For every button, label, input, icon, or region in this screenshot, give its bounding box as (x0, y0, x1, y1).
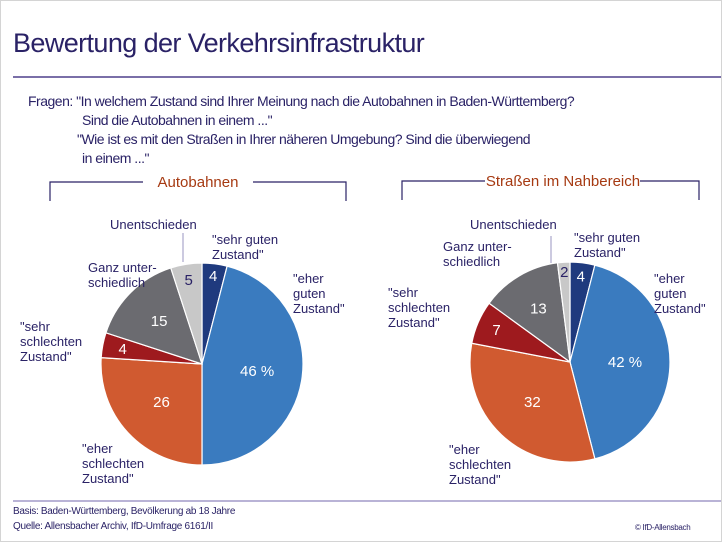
question-line-3: "Wie ist es mit den Straßen in Ihrer näh… (77, 131, 531, 147)
footer-basis: Basis: Baden-Württemberg, Bevölkerung ab… (13, 506, 236, 517)
pie-slice-eher-schlecht (469, 342, 596, 463)
footer-divider (13, 500, 721, 502)
footer-source: Quelle: Allensbacher Archiv, IfD-Umfrage… (13, 521, 213, 532)
pie-slice-unentschieden (170, 262, 203, 365)
data-label: 15 (151, 313, 168, 330)
category-label-ganz-unterschiedlich: Ganz unter- (88, 260, 157, 275)
category-label-sehr-schlecht: Zustand" (20, 349, 72, 364)
chart-title: Bewertung der Verkehrsinfrastruktur (13, 28, 425, 58)
data-label: 26 (153, 394, 170, 411)
category-label-eher-gut: guten (654, 286, 687, 301)
category-label-eher-gut: "eher (293, 271, 324, 286)
data-label: 42 % (608, 354, 642, 371)
category-label-eher-gut: guten (293, 286, 326, 301)
category-label-eher-schlecht: Zustand" (82, 471, 134, 486)
category-label-unentschieden: Unentschieden (470, 217, 557, 232)
group-bracket (49, 181, 347, 201)
category-label-eher-gut: Zustand" (293, 301, 345, 316)
category-label-ganz-unterschiedlich: schiedlich (443, 254, 500, 269)
data-label: 5 (185, 272, 193, 289)
category-label-eher-gut: Zustand" (654, 301, 706, 316)
data-label: 7 (492, 322, 500, 339)
category-label-sehr-schlecht: schlechten (20, 334, 82, 349)
category-label-eher-schlecht: schlechten (82, 456, 144, 471)
pie-slice-ganz-unterschiedlich (488, 262, 571, 364)
category-label-sehr-gut: "sehr guten (574, 230, 640, 245)
category-label-eher-gut: "eher (654, 271, 685, 286)
data-label: 4 (118, 341, 126, 358)
group-bracket (401, 180, 700, 200)
footer-copyright: © IfD-Allensbach (635, 523, 691, 532)
data-label: 4 (209, 268, 217, 285)
question-line-4: in einem ..." (82, 150, 149, 166)
category-label-sehr-gut: Zustand" (574, 245, 626, 260)
data-label: 46 % (240, 363, 274, 380)
category-label-eher-schlecht: schlechten (449, 457, 511, 472)
category-label-ganz-unterschiedlich: Ganz unter- (443, 239, 512, 254)
group-title: Straßen im Nahbereich (486, 173, 640, 190)
category-label-unentschieden: Unentschieden (110, 217, 197, 232)
title-divider (13, 76, 721, 78)
pie-slice-eher-schlecht (100, 357, 203, 466)
data-label: 13 (530, 301, 547, 318)
pie-slice-eher-gut (569, 264, 671, 460)
category-label-eher-schlecht: Zustand" (449, 472, 501, 487)
category-label-eher-schlecht: "eher (82, 441, 113, 456)
category-label-sehr-gut: "sehr guten (212, 232, 278, 247)
data-label: 4 (577, 269, 585, 286)
pie-slice-unentschieden (556, 261, 571, 363)
category-label-sehr-schlecht: "sehr (388, 285, 419, 300)
question-line-1: Fragen: "In welchem Zustand sind Ihrer M… (28, 93, 575, 109)
category-label-sehr-schlecht: Zustand" (388, 315, 440, 330)
pie-slice-eher-gut (201, 265, 304, 466)
category-label-sehr-schlecht: "sehr (20, 319, 51, 334)
category-label-ganz-unterschiedlich: schiedlich (88, 275, 145, 290)
category-label-eher-schlecht: "eher (449, 442, 480, 457)
data-label: 32 (524, 394, 541, 411)
question-line-2: Sind die Autobahnen in einem ..." (82, 112, 273, 128)
group-title: Autobahnen (158, 174, 239, 191)
category-label-sehr-schlecht: schlechten (388, 300, 450, 315)
category-label-sehr-gut: Zustand" (212, 247, 264, 262)
data-label: 2 (560, 264, 568, 281)
